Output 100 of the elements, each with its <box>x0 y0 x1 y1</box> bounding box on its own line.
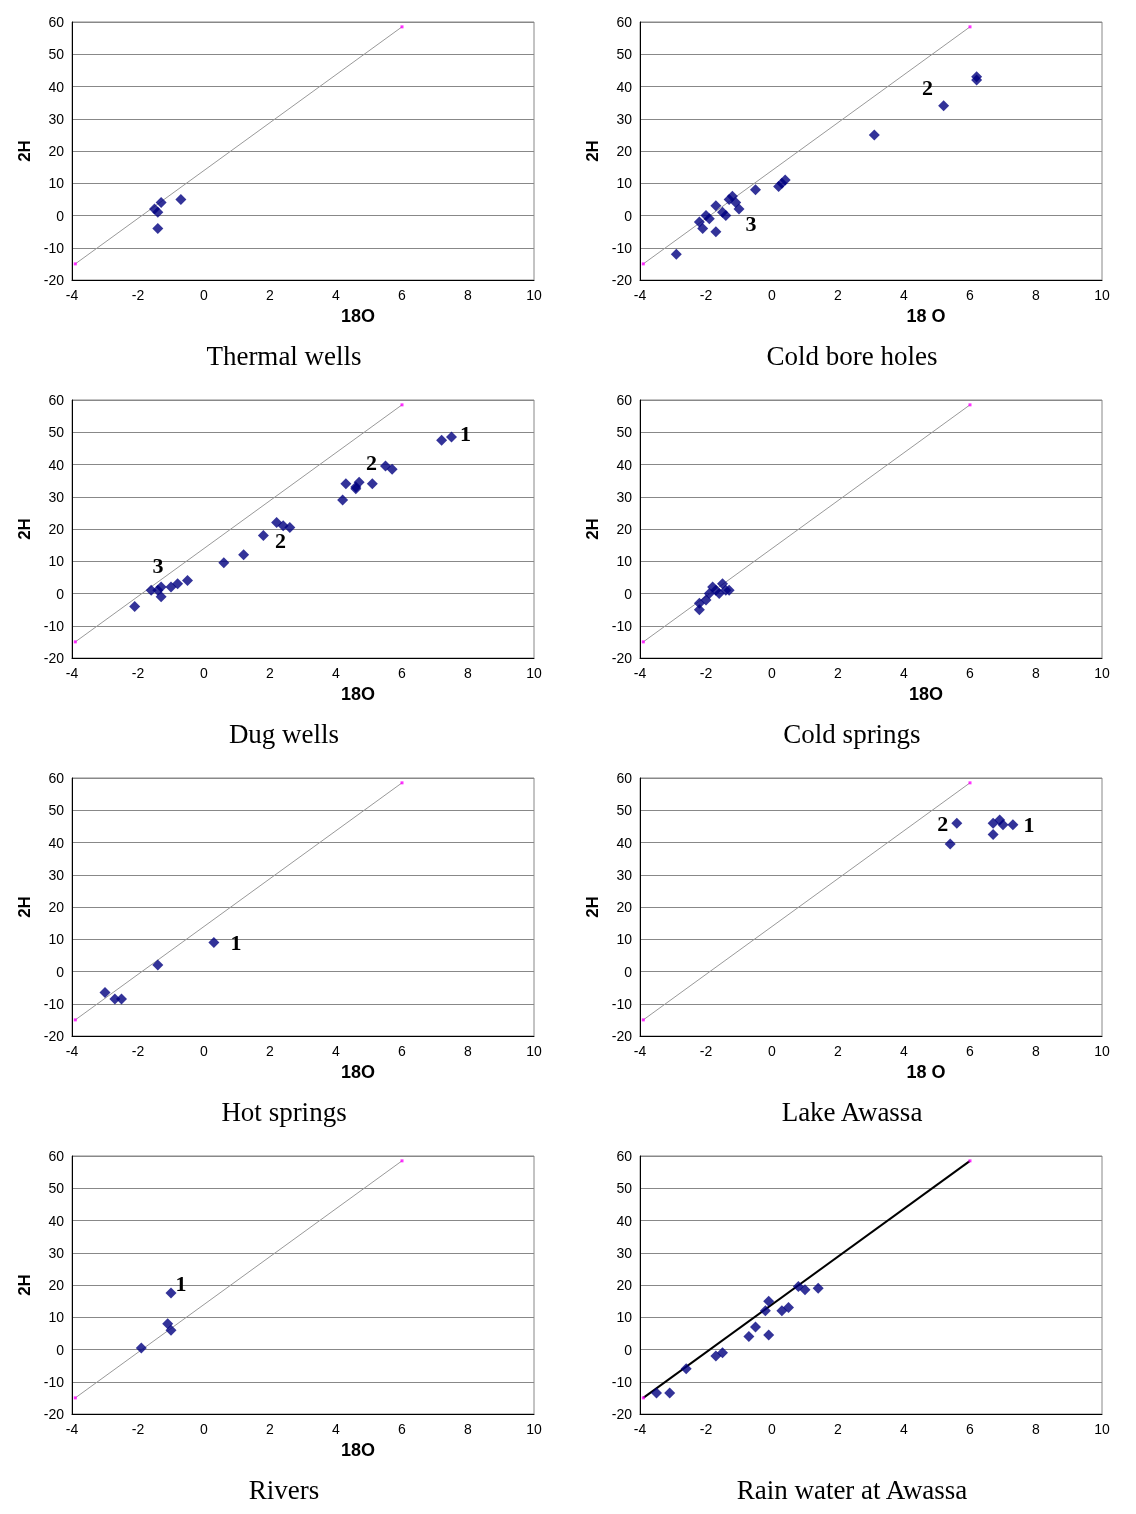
x-tick-label: -2 <box>699 1043 713 1059</box>
y-tick-label: 20 <box>616 1277 633 1293</box>
x-tick-label: 0 <box>768 665 777 681</box>
annotation: 2 <box>366 449 377 475</box>
x-tick-label: 10 <box>526 287 542 303</box>
y-axis-title: 2H <box>14 896 34 918</box>
y-tick-label: -20 <box>43 1028 65 1044</box>
y-axis-title: 2H <box>14 518 34 540</box>
x-tick-label: 8 <box>1032 1043 1041 1059</box>
x-axis-title: 18O <box>340 1439 376 1460</box>
y-tick-label: 10 <box>616 931 633 948</box>
x-tick-label: 0 <box>200 665 209 681</box>
x-tick-label: 4 <box>332 665 341 681</box>
x-tick-label: 4 <box>332 1043 341 1059</box>
y-axis-title: 2H <box>14 140 34 162</box>
text: Cold bore holes <box>766 340 938 371</box>
y-tick-label: 10 <box>48 175 65 192</box>
y-tick-label: 0 <box>56 585 65 602</box>
y-tick-label: -10 <box>43 1373 65 1390</box>
x-tick-label: 8 <box>464 665 473 681</box>
y-tick-label: 50 <box>616 802 633 819</box>
y-tick-label: 30 <box>616 866 633 883</box>
x-tick-label: 8 <box>1032 665 1041 681</box>
y-tick-label: -10 <box>611 995 633 1012</box>
x-tick-label: 4 <box>900 287 909 303</box>
x-tick-label: -4 <box>633 1421 647 1437</box>
text: Lake Awassa <box>781 1096 923 1127</box>
x-tick-label: 2 <box>266 665 275 681</box>
x-tick-label: 6 <box>966 1043 975 1059</box>
x-axis-title: 18O <box>340 1061 376 1082</box>
x-tick-label: -2 <box>699 1421 713 1437</box>
y-axis-title: 2H <box>582 518 602 540</box>
x-tick-label: -2 <box>699 287 713 303</box>
x-tick-label: -2 <box>131 665 145 681</box>
y-tick-label: 40 <box>616 456 633 473</box>
annotation: 2 <box>275 528 287 554</box>
x-tick-label: 0 <box>768 1043 777 1059</box>
y-tick-label: -10 <box>43 995 65 1012</box>
y-tick-label: 10 <box>616 1309 633 1326</box>
x-tick-label: 6 <box>398 287 407 303</box>
y-tick-label: 40 <box>48 834 65 851</box>
y-tick-label: 40 <box>616 1212 633 1229</box>
y-tick-label: 20 <box>48 521 65 537</box>
annotation: 1 <box>1023 812 1035 838</box>
y-tick-label: 40 <box>616 78 633 95</box>
y-tick-label: 10 <box>48 1309 65 1326</box>
x-tick-label: 4 <box>332 287 341 303</box>
x-tick-label: 10 <box>526 1043 542 1059</box>
x-tick-label: 10 <box>1094 1421 1110 1437</box>
x-tick-label: 0 <box>768 1421 777 1437</box>
x-axis-title: 18O <box>340 305 376 326</box>
x-tick-label: 10 <box>526 665 542 681</box>
y-tick-label: -20 <box>611 1406 633 1422</box>
y-tick-label: 0 <box>624 585 633 602</box>
annotation: 1 <box>460 420 471 446</box>
x-tick-label: 10 <box>1094 1043 1110 1059</box>
y-tick-label: 20 <box>616 143 633 159</box>
y-tick-label: 0 <box>56 963 65 980</box>
y-tick-label: 10 <box>616 175 633 192</box>
y-tick-label: 50 <box>48 424 65 441</box>
annotation: 1 <box>230 929 242 955</box>
annotation: 3 <box>152 552 164 578</box>
y-tick-label: 40 <box>48 78 65 95</box>
y-tick-label: 30 <box>616 110 633 127</box>
y-tick-label: 20 <box>48 899 65 915</box>
x-tick-label: 2 <box>266 1421 275 1437</box>
annotation: 1 <box>175 1270 187 1296</box>
x-tick-label: 2 <box>834 1043 843 1059</box>
x-tick-label: 2 <box>834 665 843 681</box>
x-tick-label: 0 <box>200 1043 209 1059</box>
y-tick-label: 30 <box>48 488 65 505</box>
x-tick-label: -4 <box>633 665 647 681</box>
y-tick-label: 40 <box>48 456 65 473</box>
y-tick-label: 50 <box>616 46 633 63</box>
x-tick-label: 4 <box>900 1043 909 1059</box>
x-tick-label: 8 <box>464 287 473 303</box>
y-tick-label: -20 <box>611 650 633 666</box>
x-axis-title: 18 O <box>906 1061 946 1082</box>
annotation: 2 <box>922 75 934 101</box>
x-tick-label: 0 <box>768 287 777 303</box>
y-tick-label: 50 <box>48 1180 65 1197</box>
y-tick-label: 0 <box>56 207 65 224</box>
x-tick-label: -4 <box>633 1043 647 1059</box>
x-tick-label: 4 <box>900 1421 909 1437</box>
x-tick-label: 4 <box>332 1421 341 1437</box>
y-tick-label: 30 <box>48 866 65 883</box>
x-tick-label: 2 <box>834 287 843 303</box>
y-tick-label: -10 <box>43 239 65 256</box>
y-tick-label: -10 <box>43 617 65 634</box>
x-tick-label: 4 <box>900 665 909 681</box>
y-tick-label: 60 <box>48 14 65 30</box>
x-tick-label: 6 <box>398 665 407 681</box>
y-tick-label: -20 <box>43 650 65 666</box>
x-tick-label: -4 <box>633 287 647 303</box>
y-tick-label: 20 <box>48 143 65 159</box>
x-tick-label: -2 <box>131 287 145 303</box>
x-tick-label: 6 <box>966 665 975 681</box>
x-tick-label: 6 <box>398 1043 407 1059</box>
text: Dug wells <box>228 718 340 749</box>
y-tick-label: 30 <box>48 110 65 127</box>
